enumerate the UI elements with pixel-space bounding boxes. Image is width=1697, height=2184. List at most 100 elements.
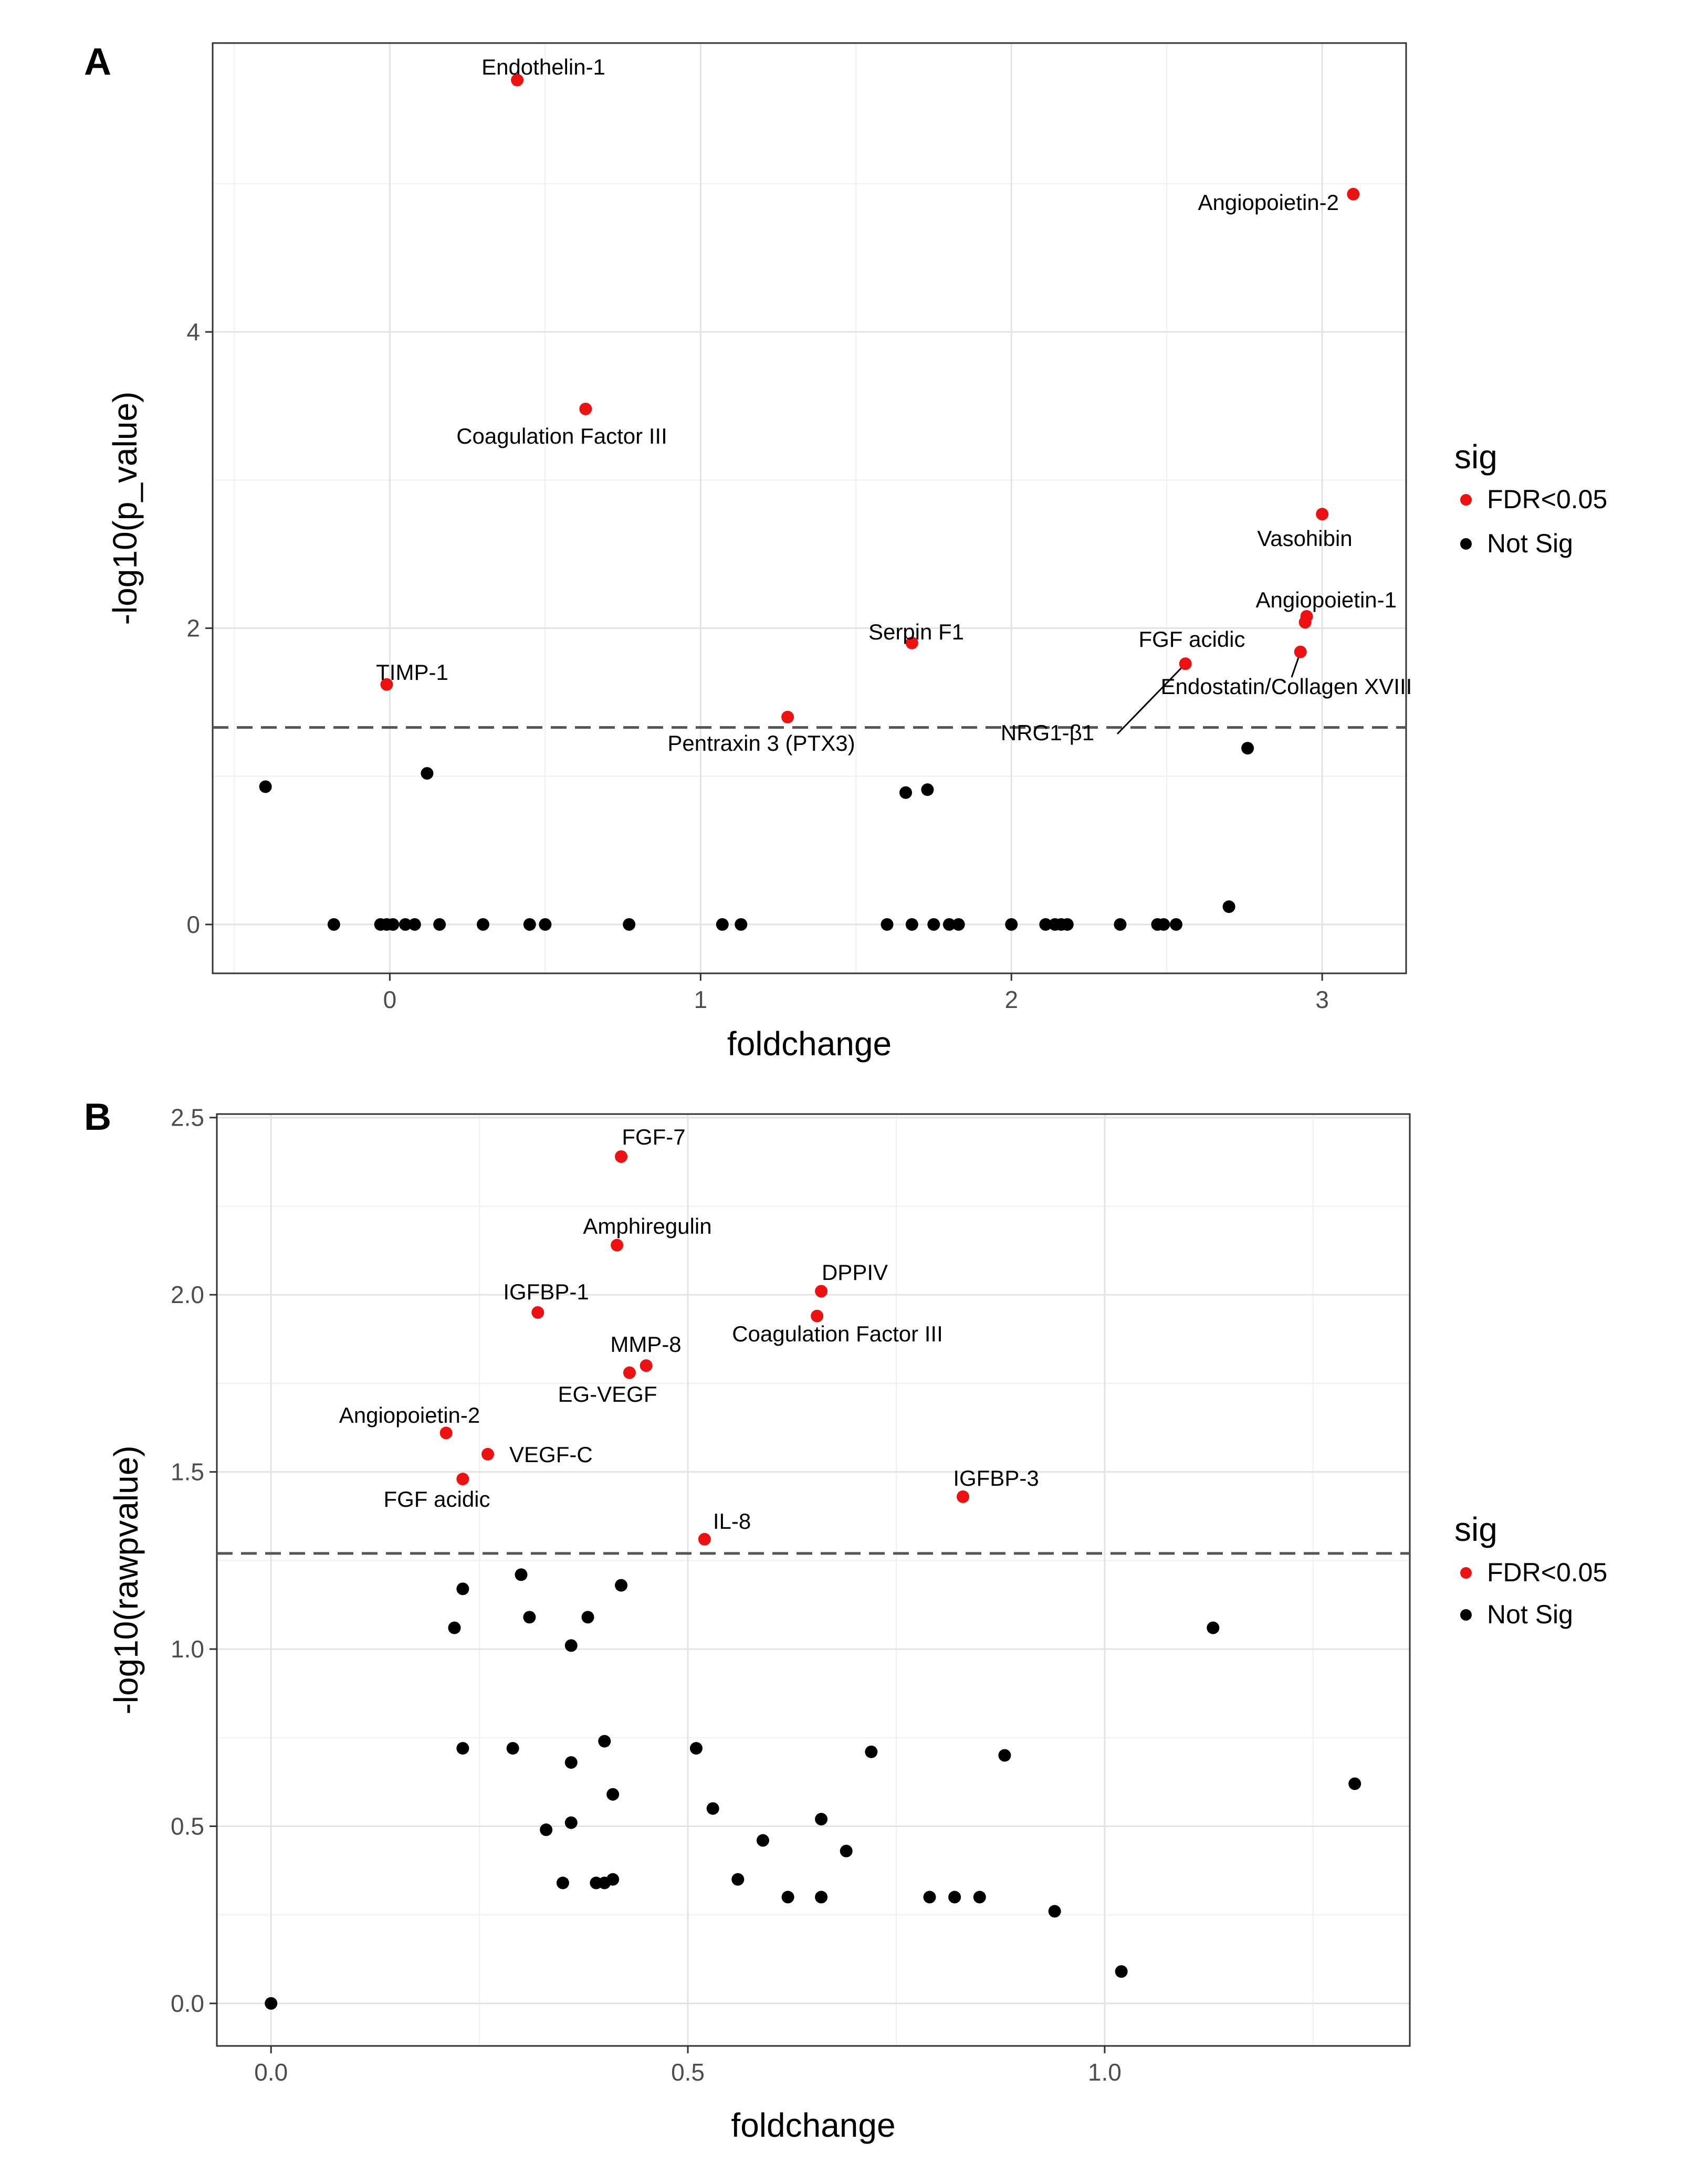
panel-a-x-axis-title: foldchange [727,1025,892,1063]
panel-b-point-not-sig [598,1735,611,1748]
panel-b-point-not-sig [781,1891,794,1904]
panel-a-point-label: Coagulation Factor III [456,424,667,448]
panel-a-y-tick-label: 2 [186,615,200,642]
panel-a-point-sig [1294,645,1307,658]
panel-a-frame [212,42,1407,974]
panel-b-frame [216,1113,1411,2047]
panel-a-point-not-sig [1222,900,1235,914]
panel-a-x-tick-label: 0 [383,986,397,1013]
panel-a-point-not-sig [1039,918,1052,931]
panel-b-point-sig [811,1309,824,1322]
panel-b-point-not-sig [606,1788,620,1801]
panel-a-point-not-sig [921,783,934,796]
panel-b-point-not-sig [515,1568,528,1581]
panel-b-point-not-sig [556,1876,569,1889]
panel-b-point-sig [481,1447,495,1461]
panel-a-point-not-sig [735,918,748,931]
panel-a-x-tick-label: 1 [694,986,708,1013]
panel-b-point-label: MMP-8 [610,1332,681,1357]
panel-b-point-label: Angiopoietin-2 [339,1403,480,1427]
panel-b-point-not-sig [564,1756,578,1769]
panel-b-x-tick-label: 0.0 [254,2059,288,2086]
panel-a-point-label: Endothelin-1 [481,55,605,79]
panel-a-point-label: TIMP-1 [376,660,448,685]
panel-b-point-not-sig [456,1582,469,1595]
panel-a-point-not-sig [421,767,434,780]
panel-a-point-sig [781,710,794,723]
panel-a-point-not-sig [952,918,965,931]
panel-a-x-tick-label: 2 [1004,986,1018,1013]
panel-b-point-not-sig [506,1742,519,1755]
panel-b-point-not-sig [948,1891,961,1904]
panel-a-point-not-sig [327,918,340,931]
panel-b-point-not-sig [448,1621,461,1634]
panel-b-point-sig [698,1532,711,1546]
panel-b-y-tick-label: 1.5 [171,1458,204,1486]
panel-a-point-sig [511,74,524,87]
panel-b-point-not-sig [815,1813,828,1826]
panel-a-point-not-sig [399,918,412,931]
panel-a-legend-label: Not Sig [1487,529,1573,558]
panel-b-point-not-sig [973,1891,986,1904]
panel-b-point-not-sig [564,1816,578,1829]
panel-b-point-not-sig [564,1639,578,1652]
panel-a-y-tick-label: 4 [186,318,200,345]
panel-a-point-label: FGF acidic [1138,627,1245,652]
panel-b-point-not-sig [865,1745,878,1758]
panel-b-point-not-sig [731,1873,745,1886]
panel-a-point-sig [905,636,918,649]
panel-b-point-not-sig [540,1823,553,1836]
panel-b-point-not-sig [815,1891,828,1904]
panel-a-point-sig [579,402,592,415]
panel-b-point-not-sig [523,1611,536,1624]
panel-b-point-label: FGF-7 [622,1125,685,1149]
panel-a-x-tick-label: 3 [1315,986,1329,1013]
panel-b-point-sig [611,1238,624,1252]
panel-a-point-not-sig [942,918,956,931]
panel-b-y-axis-title: -log10(rawpvalue) [107,1445,145,1714]
panel-b-point-label: Coagulation Factor III [732,1321,943,1346]
panel-b-point-not-sig [689,1742,703,1755]
panel-a-point-not-sig [623,918,636,931]
panel-b-point-sig [815,1285,828,1298]
panel-b-point-not-sig [1115,1965,1128,1978]
panel-b-point-label: DPPIV [822,1260,888,1285]
panel-b-x-tick-label: 0.5 [671,2059,705,2086]
panel-a-point-sig [1347,187,1360,201]
panel-b-point-not-sig [923,1891,936,1904]
panel-a-point-not-sig [1114,918,1127,931]
panel-b-point-not-sig [756,1834,769,1847]
panel-a-y-axis-title: -log10(p_value) [106,392,144,625]
panel-a-point-not-sig [1061,918,1074,931]
panel-a-legend-swatch [1460,538,1472,550]
panel-b-point-label: EG-VEGF [558,1382,657,1406]
panel-b-point-label: IGFBP-1 [503,1279,589,1304]
panel-a-point-not-sig [905,918,918,931]
panel-b-point-label: IGFBP-3 [953,1466,1039,1490]
panel-b-legend-label: FDR<0.05 [1487,1558,1607,1587]
panel-b-point-not-sig [1207,1621,1220,1634]
panel-a-legend-swatch [1460,494,1472,506]
panel-a-point-label: Vasohibin [1257,526,1352,551]
panel-a-point-sig [380,678,393,691]
panel-b-point-label: Amphiregulin [583,1214,711,1238]
panel-a-point-not-sig [408,918,421,931]
panel-a-point-not-sig [1169,918,1182,931]
panel-b-point-not-sig [1048,1905,1061,1918]
panel-b-legend-swatch [1460,1609,1472,1621]
panel-a-point-not-sig [476,918,489,931]
panel-b-point-not-sig [706,1802,719,1815]
panel-a-point-label: Serpin F1 [868,620,964,644]
panel-a-point-label: Angiopoietin-2 [1198,190,1339,215]
panel-b-point-sig [956,1490,969,1503]
panel-b-point-not-sig [606,1873,620,1886]
panel-a-point-not-sig [386,918,400,931]
panel-b-point-not-sig [265,1997,278,2010]
panel-a-point-not-sig [1005,918,1018,931]
panel-b-point-sig [531,1306,544,1319]
panel-a-point-not-sig [716,918,729,931]
panel-b-point-label: IL-8 [713,1509,751,1534]
panel-a-point-not-sig [433,918,446,931]
panel-a-point-not-sig [523,918,536,931]
panel-b-point-sig [623,1366,636,1379]
